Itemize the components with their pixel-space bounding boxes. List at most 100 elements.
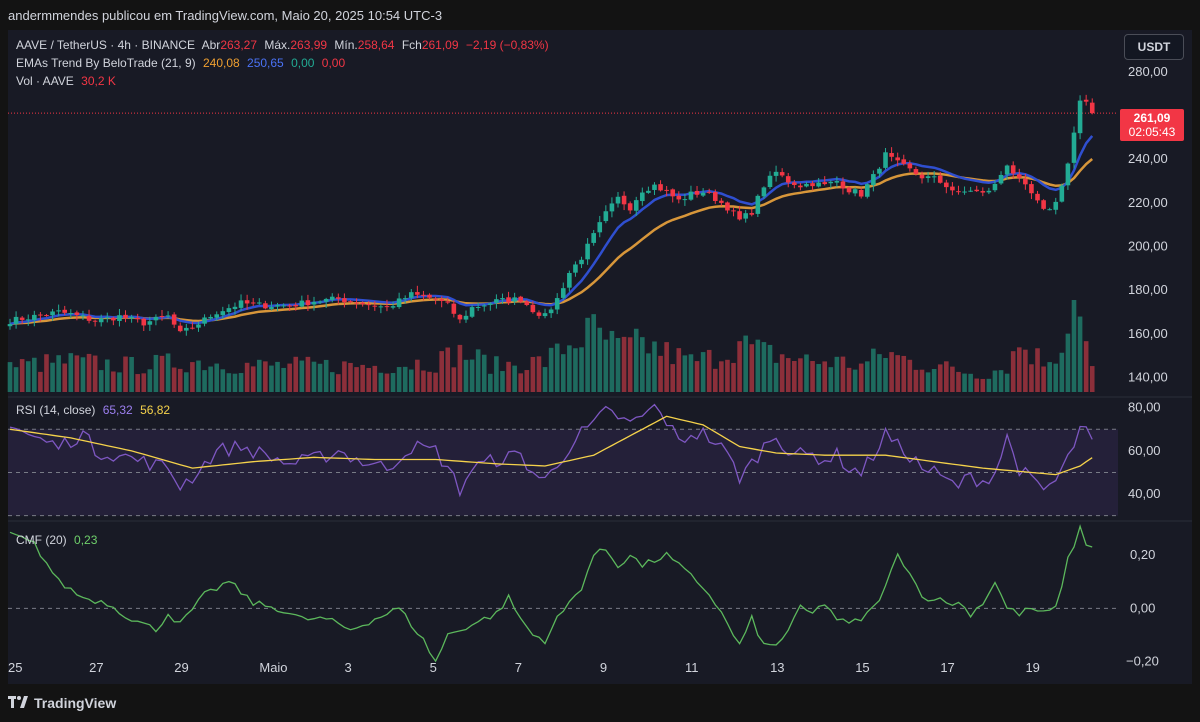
volume-bar bbox=[463, 359, 469, 392]
candle-body bbox=[366, 304, 372, 306]
candle-body bbox=[38, 314, 43, 316]
footer-bar bbox=[0, 684, 1200, 722]
volume-bar bbox=[44, 354, 49, 392]
candle-body bbox=[141, 318, 147, 326]
volume-legend: Vol · AAVE 30,2 K bbox=[16, 74, 120, 88]
candle-body bbox=[92, 320, 98, 322]
candle-body bbox=[567, 273, 572, 288]
candle-body bbox=[1035, 193, 1040, 201]
currency-button[interactable]: USDT bbox=[1124, 34, 1184, 60]
candle-body bbox=[834, 181, 840, 183]
candle-body bbox=[56, 310, 61, 312]
volume-bar bbox=[974, 378, 980, 392]
open-label: Abr bbox=[201, 38, 221, 52]
candle-body bbox=[98, 318, 104, 323]
volume-bar bbox=[913, 369, 919, 392]
volume-bar bbox=[165, 353, 171, 392]
candle-body bbox=[208, 316, 213, 319]
volume-bar bbox=[950, 366, 955, 392]
candle-body bbox=[810, 183, 815, 187]
price-tick-label: 180,00 bbox=[1128, 282, 1168, 297]
volume-bar bbox=[244, 362, 250, 392]
candle-body bbox=[676, 195, 682, 200]
volume-bar bbox=[323, 359, 329, 392]
symbol-title[interactable]: AAVE / TetherUS · 4h · BINANCE bbox=[16, 38, 195, 52]
candle-body bbox=[548, 309, 554, 314]
change-value: −2,19 (−0,83%) bbox=[465, 38, 549, 52]
volume-bar bbox=[238, 373, 244, 392]
candle-body bbox=[804, 183, 809, 187]
time-tick-label: 27 bbox=[89, 660, 103, 675]
candle-body bbox=[1010, 165, 1016, 174]
candle-body bbox=[731, 210, 736, 212]
time-tick-label: 15 bbox=[855, 660, 869, 675]
candle-body bbox=[846, 187, 852, 193]
volume-bar bbox=[494, 356, 499, 392]
rsi-line bbox=[9, 403, 1093, 498]
candle-body bbox=[74, 312, 80, 315]
volume-bar bbox=[56, 355, 61, 392]
volume-bar bbox=[135, 374, 140, 392]
volume-bar bbox=[104, 359, 110, 392]
volume-bar bbox=[931, 368, 937, 392]
candle-body bbox=[980, 191, 986, 193]
candle-body bbox=[1065, 163, 1071, 186]
candle-body bbox=[153, 316, 159, 321]
candle-body bbox=[658, 184, 663, 191]
volume-bar bbox=[1065, 333, 1071, 392]
volume-bar bbox=[433, 372, 438, 392]
candle-body bbox=[232, 306, 238, 310]
candle-body bbox=[524, 301, 530, 305]
volume-indicator-name[interactable]: Vol · AAVE bbox=[16, 74, 74, 88]
volume-bar bbox=[281, 367, 286, 392]
candle-body bbox=[311, 301, 317, 305]
volume-bar bbox=[968, 373, 973, 392]
candle-body bbox=[536, 312, 542, 316]
candle-body bbox=[329, 296, 335, 300]
candle-body bbox=[579, 259, 584, 265]
candle-body bbox=[256, 302, 262, 304]
candle-body bbox=[664, 189, 669, 191]
candle-body bbox=[706, 191, 712, 193]
volume-bar bbox=[1041, 366, 1046, 392]
cmf-indicator-name[interactable]: CMF (20) bbox=[16, 533, 67, 547]
volume-bar bbox=[646, 353, 651, 392]
volume-bar bbox=[7, 362, 13, 392]
candle-body bbox=[554, 298, 560, 310]
volume-bar bbox=[214, 363, 220, 392]
candle-body bbox=[725, 202, 730, 211]
ema-extra-value-2: 0,00 bbox=[321, 56, 346, 70]
candle-body bbox=[123, 314, 128, 319]
volume-bar bbox=[761, 342, 767, 392]
tradingview-brand[interactable]: TradingView bbox=[8, 695, 116, 711]
candle-body bbox=[269, 306, 274, 310]
ema-indicator-name[interactable]: EMAs Trend By BeloTrade (21, 9) bbox=[16, 56, 196, 70]
ema9-line bbox=[9, 135, 1094, 326]
volume-bar bbox=[129, 356, 134, 392]
candle-body bbox=[293, 304, 299, 307]
volume-bar bbox=[986, 378, 992, 392]
volume-bar bbox=[792, 360, 797, 392]
candle-body bbox=[542, 313, 548, 317]
candle-body bbox=[305, 300, 311, 306]
candle-body bbox=[652, 184, 657, 190]
candle-body bbox=[190, 327, 195, 329]
candle-body bbox=[737, 211, 742, 220]
volume-bar bbox=[396, 367, 402, 392]
rsi-tick-label: 80,00 bbox=[1128, 400, 1161, 415]
candle-body bbox=[354, 302, 359, 304]
volume-bar bbox=[305, 356, 311, 392]
volume-bar bbox=[883, 357, 888, 392]
time-tick-label: Maio bbox=[259, 660, 287, 675]
candle-body bbox=[226, 308, 232, 313]
volume-bar bbox=[171, 367, 177, 392]
volume-bar bbox=[469, 359, 475, 392]
candle-body bbox=[220, 311, 226, 316]
candle-body bbox=[348, 301, 353, 303]
candle-body bbox=[336, 297, 341, 299]
rsi-indicator-name[interactable]: RSI (14, close) bbox=[16, 403, 96, 417]
volume-bar bbox=[488, 373, 493, 392]
volume-bar bbox=[737, 341, 742, 392]
volume-bar bbox=[767, 344, 773, 392]
